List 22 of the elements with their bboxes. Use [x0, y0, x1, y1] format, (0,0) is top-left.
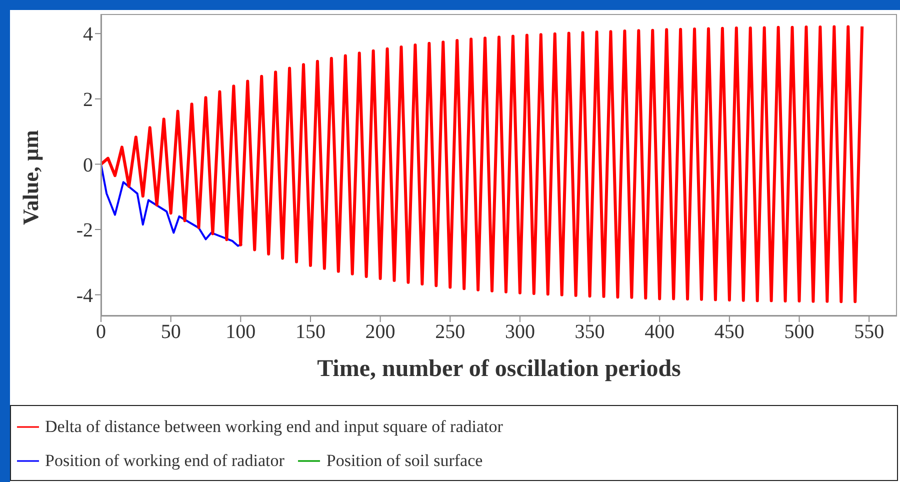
x-axis-title: Time, number of oscillation periods — [316, 356, 682, 383]
y-tick-label: -2 — [76, 220, 93, 242]
x-tick-label: 50 — [160, 321, 181, 344]
y-tick-label: 4 — [83, 24, 93, 46]
y-tick-label: 0 — [83, 154, 93, 176]
x-tick-label: 550 — [854, 321, 884, 344]
legend-label: Position of working end of radiator — [45, 451, 284, 471]
x-tick-label: 250 — [435, 321, 466, 344]
line-series — [101, 163, 244, 247]
legend-label: Position of soil surface — [326, 451, 483, 471]
x-tick-label: 350 — [574, 321, 605, 344]
legend-label: Delta of distance between working end and input square of radiator — [45, 417, 503, 437]
x-tick-label: 100 — [226, 321, 256, 344]
y-axis-title: Value, µm — [18, 130, 43, 225]
y-tick-label: -4 — [76, 284, 93, 307]
x-tick-label: 400 — [644, 321, 675, 344]
x-tick-label: 150 — [295, 321, 326, 344]
x-tick-label: 200 — [365, 321, 396, 344]
x-tick-label: 300 — [504, 321, 535, 344]
x-tick-label: 500 — [784, 321, 814, 344]
y-tick-label: 2 — [83, 88, 93, 111]
x-tick-label: 450 — [714, 321, 744, 344]
